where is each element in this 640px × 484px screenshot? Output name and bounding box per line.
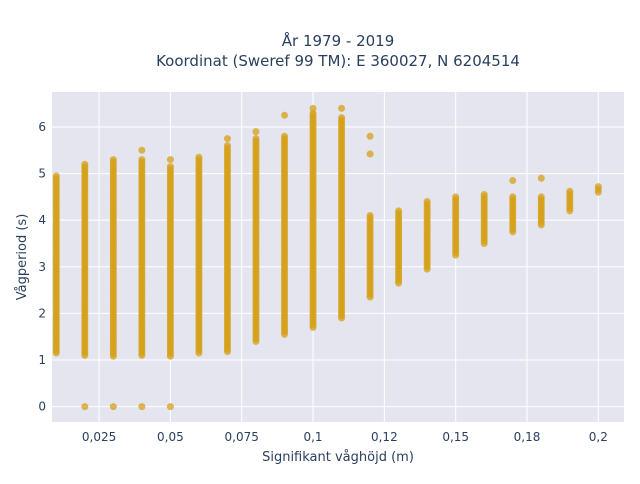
data-point-outlier bbox=[138, 403, 146, 411]
data-point bbox=[109, 156, 117, 164]
data-point bbox=[81, 160, 89, 168]
data-point-outlier bbox=[281, 111, 289, 119]
data-point-outlier bbox=[338, 104, 346, 112]
data-points bbox=[52, 104, 602, 411]
y-tick-label: 5 bbox=[38, 167, 46, 181]
y-tick-label: 4 bbox=[38, 213, 46, 227]
chart-title-line1: År 1979 - 2019 bbox=[282, 31, 395, 50]
data-point bbox=[452, 193, 460, 201]
x-tick-label: 0,2 bbox=[589, 430, 608, 444]
data-point bbox=[166, 163, 174, 171]
data-point-outlier bbox=[166, 156, 174, 164]
y-tick-label: 1 bbox=[38, 353, 46, 367]
data-point bbox=[537, 193, 545, 201]
data-point-outlier bbox=[309, 104, 317, 112]
x-tick-label: 0,075 bbox=[225, 430, 259, 444]
data-point-outlier bbox=[366, 150, 374, 158]
tick-labels: 0,025 0,05 0,075 0,1 0,12 0,15 0,18 0,2 0 1 2 3 4 5 6 bbox=[38, 120, 608, 444]
y-tick-label: 3 bbox=[38, 260, 46, 274]
y-tick-label: 0 bbox=[38, 400, 46, 414]
data-point bbox=[252, 135, 260, 143]
data-point bbox=[223, 142, 231, 150]
data-point-outlier bbox=[81, 403, 89, 411]
x-tick-label: 0,12 bbox=[371, 430, 398, 444]
y-tick-label: 2 bbox=[38, 306, 46, 320]
x-tick-label: 0,15 bbox=[442, 430, 469, 444]
y-axis-title: Vågperiod (s) bbox=[15, 214, 30, 301]
x-axis-title: Signifikant våghöjd (m) bbox=[262, 450, 414, 465]
data-point bbox=[281, 132, 289, 140]
x-tick-label: 0,18 bbox=[514, 430, 541, 444]
data-point bbox=[594, 183, 602, 191]
data-point bbox=[423, 198, 431, 206]
data-point-outlier bbox=[537, 174, 545, 182]
data-point bbox=[509, 193, 517, 201]
data-point-outlier bbox=[252, 128, 260, 136]
x-tick-label: 0,025 bbox=[82, 430, 116, 444]
data-point-outlier bbox=[509, 177, 517, 185]
data-point bbox=[395, 207, 403, 215]
data-point bbox=[338, 114, 346, 122]
data-point bbox=[52, 172, 60, 180]
chart-title-line2: Koordinat (Sweref 99 TM): E 360027, N 62… bbox=[156, 52, 520, 70]
plot-background bbox=[52, 92, 624, 422]
data-point bbox=[138, 156, 146, 164]
data-point-outlier bbox=[223, 135, 231, 143]
data-point-outlier bbox=[138, 146, 146, 154]
data-point bbox=[480, 191, 488, 199]
gridlines bbox=[52, 92, 624, 422]
x-tick-label: 0,05 bbox=[157, 430, 184, 444]
x-tick-label: 0,1 bbox=[303, 430, 322, 444]
data-point bbox=[566, 187, 574, 195]
data-point-outlier bbox=[109, 403, 117, 411]
data-point bbox=[195, 153, 203, 161]
data-point bbox=[366, 212, 374, 220]
data-point-outlier bbox=[366, 132, 374, 140]
y-tick-label: 6 bbox=[38, 120, 46, 134]
data-point-outlier bbox=[166, 403, 174, 411]
